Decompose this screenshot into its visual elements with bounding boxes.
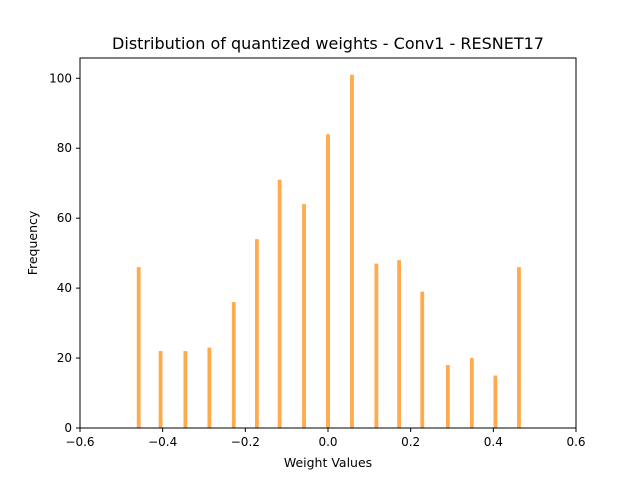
- histogram-bar: [374, 263, 379, 428]
- y-axis-ticks: 0 20 40 60 80 100: [49, 71, 80, 435]
- x-axis-ticks: −0.6 −0.4 −0.2 0.0 0.2 0.4 0.6: [65, 428, 586, 449]
- x-axis-label: Weight Values: [284, 455, 372, 470]
- histogram-bar: [255, 239, 259, 428]
- histogram-bar: [231, 302, 236, 428]
- x-tick-label: 0.2: [401, 435, 420, 449]
- x-tick-label: −0.4: [148, 435, 177, 449]
- histogram-bar: [493, 375, 498, 428]
- y-axis-label: Frequency: [25, 210, 40, 275]
- y-tick-label: 100: [49, 71, 72, 85]
- histogram-bar: [302, 204, 306, 428]
- y-tick-label: 60: [57, 211, 72, 225]
- histogram-bar: [445, 365, 450, 428]
- histogram-bar: [350, 74, 354, 429]
- y-tick-label: 80: [57, 141, 72, 155]
- x-tick-label: −0.6: [65, 435, 94, 449]
- histogram-bar: [136, 267, 141, 428]
- histogram-bar: [517, 267, 521, 428]
- y-tick-label: 0: [64, 421, 72, 435]
- histogram-bar: [277, 179, 282, 428]
- bars-group: [136, 74, 521, 429]
- x-tick-label: 0.6: [566, 435, 585, 449]
- histogram-bar: [420, 291, 425, 428]
- x-tick-label: 0.4: [484, 435, 503, 449]
- histogram-bar: [183, 351, 188, 428]
- histogram-bar: [469, 358, 474, 428]
- y-tick-label: 40: [57, 281, 72, 295]
- y-tick-label: 20: [57, 351, 72, 365]
- chart-title: Distribution of quantized weights - Conv…: [112, 34, 544, 53]
- histogram-bar: [207, 347, 212, 428]
- histogram-bar: [158, 351, 163, 428]
- x-tick-label: 0.0: [318, 435, 337, 449]
- histogram-bar: [397, 260, 401, 428]
- histogram-bar: [326, 134, 330, 428]
- x-tick-label: −0.2: [231, 435, 260, 449]
